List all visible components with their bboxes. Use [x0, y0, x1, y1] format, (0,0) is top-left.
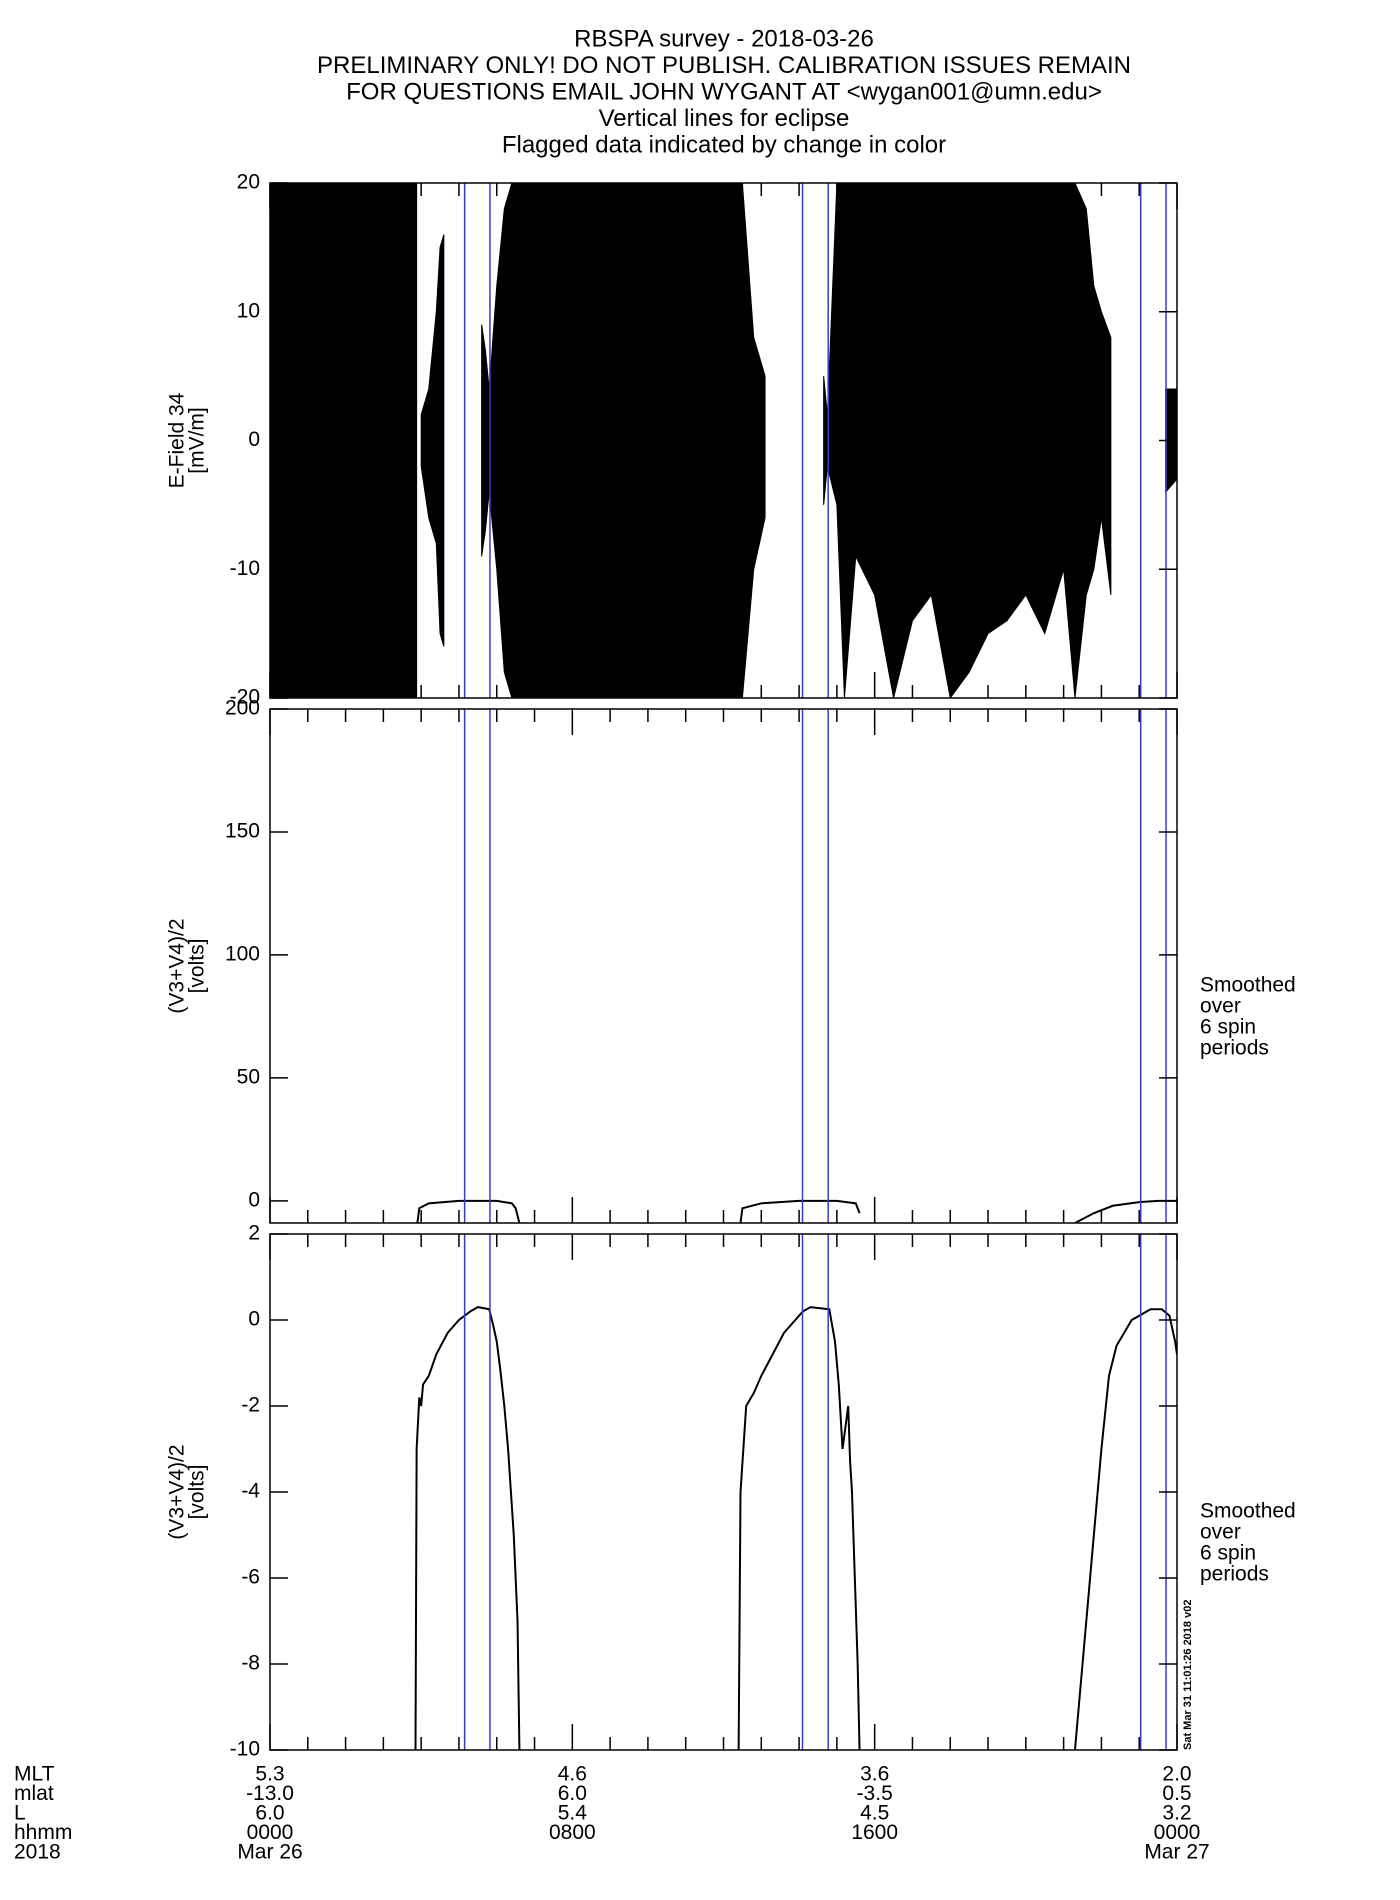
y-axis-label: [volts] [186, 1465, 209, 1520]
y-tick-label: 200 [225, 697, 260, 720]
side-annotation: Smoothed [1200, 1500, 1296, 1523]
title-line: PRELIMINARY ONLY! DO NOT PUBLISH. CALIBR… [317, 52, 1131, 79]
title-line: Vertical lines for eclipse [599, 105, 850, 132]
voltage-line [1073, 1308, 1177, 1750]
y-axis-label: [volts] [186, 939, 209, 994]
ephemeris-value: 5.4 [558, 1802, 588, 1825]
ephemeris-value: Mar 27 [1144, 1841, 1209, 1864]
voltage-line [737, 1306, 861, 1750]
y-axis-label: (V3+V4)/2 [166, 1444, 189, 1539]
ephemeris-value: -3.5 [857, 1782, 893, 1805]
ephemeris-value: 3.2 [1162, 1802, 1191, 1825]
side-annotation: periods [1200, 1037, 1269, 1060]
y-tick-label: -4 [241, 1480, 260, 1503]
field-band [420, 234, 445, 647]
y-tick-label: 100 [225, 942, 260, 965]
field-band [481, 183, 766, 698]
y-tick-label: 20 [237, 171, 260, 194]
ephemeris-value: 5.3 [255, 1763, 284, 1786]
ephemeris-value: 6.0 [558, 1782, 587, 1805]
voltage-line [416, 1199, 521, 1223]
plot-area [414, 1306, 1177, 1750]
ephemeris-value: 6.0 [255, 1802, 284, 1825]
y-tick-label: 2 [248, 1222, 260, 1245]
ephemeris-value: 0000 [247, 1821, 294, 1844]
timestamp: Sat Mar 31 11:01:26 2018 v02 [1182, 1600, 1194, 1750]
y-tick-label: 150 [225, 820, 260, 843]
ephemeris-value: Mar 26 [237, 1841, 302, 1864]
title-line: FOR QUESTIONS EMAIL JOHN WYGANT AT <wyga… [346, 78, 1102, 105]
y-tick-label: -8 [241, 1652, 260, 1675]
side-annotation: over [1200, 995, 1241, 1018]
title-line: RBSPA survey - 2018-03-26 [574, 25, 874, 52]
title-line: Flagged data indicated by change in colo… [502, 131, 946, 158]
y-axis-label: [mV/m] [186, 407, 209, 474]
ephemeris-label: L [14, 1802, 26, 1825]
voltage-line [414, 1306, 521, 1750]
y-tick-label: 0 [248, 428, 260, 451]
y-tick-label: 50 [237, 1065, 260, 1088]
ephemeris-label: mlat [14, 1782, 54, 1805]
y-tick-label: -10 [230, 1738, 260, 1761]
y-axis-label: (V3+V4)/2 [166, 918, 189, 1013]
ephemeris-value: -13.0 [246, 1782, 294, 1805]
ephemeris-value: 2.0 [1162, 1763, 1191, 1786]
plot-area [270, 183, 1177, 698]
field-band [823, 183, 1112, 698]
ephemeris-value: 4.6 [558, 1763, 587, 1786]
y-tick-label: 10 [237, 299, 260, 322]
ephemeris-label: 2018 [14, 1841, 61, 1864]
y-tick-label: -2 [241, 1394, 260, 1417]
ephemeris-value: 3.6 [860, 1763, 889, 1786]
y-axis-label: E-Field 34 [166, 392, 189, 488]
field-band [270, 183, 418, 698]
y-tick-label: -20 [230, 686, 260, 709]
side-annotation: 6 spin [1200, 1542, 1256, 1565]
ephemeris-value: 4.5 [860, 1802, 889, 1825]
side-annotation: periods [1200, 1563, 1269, 1586]
voltage-line [739, 1199, 861, 1223]
y-tick-label: 0 [248, 1308, 260, 1331]
y-tick-label: -6 [241, 1566, 260, 1589]
ephemeris-label: MLT [14, 1763, 55, 1786]
side-annotation: 6 spin [1200, 1016, 1256, 1039]
side-annotation: over [1200, 1521, 1241, 1544]
ephemeris-value: 0800 [549, 1821, 596, 1844]
ephemeris-value: 1600 [851, 1821, 898, 1844]
side-annotation: Smoothed [1200, 974, 1296, 997]
ephemeris-value: 0.5 [1162, 1782, 1191, 1805]
y-tick-label: -10 [230, 557, 260, 580]
y-tick-label: 0 [248, 1188, 260, 1211]
ephemeris-value: 0000 [1154, 1821, 1201, 1844]
ephemeris-label: hhmm [14, 1821, 72, 1844]
